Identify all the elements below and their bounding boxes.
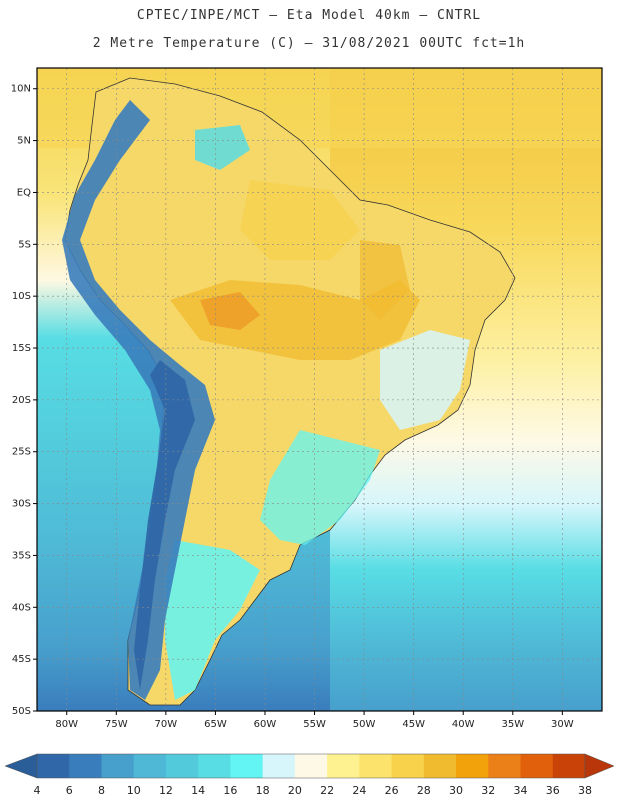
colorbar-label: 20 (288, 784, 302, 797)
colorbar-swatch (262, 754, 296, 778)
lon-label: 55W (303, 719, 326, 730)
colorbar-label: 38 (578, 784, 592, 797)
colorbar-label: 6 (66, 784, 73, 797)
colorbar-label: 10 (127, 784, 141, 797)
colorbar-swatch (423, 754, 457, 778)
lon-label: 45W (402, 719, 425, 730)
andes-cold-band (62, 100, 215, 700)
title-line-1: CPTEC/INPE/MCT – Eta Model 40km – CNTRL (136, 8, 482, 23)
lat-label: 5S (18, 239, 31, 250)
lat-label: 5N (17, 136, 31, 147)
lon-label: 60W (254, 719, 277, 730)
colorbar-swatch (327, 754, 360, 778)
colorbar-label: 24 (352, 784, 366, 797)
graticule (37, 68, 602, 711)
map-frame (36, 67, 603, 712)
lon-label: 80W (55, 719, 78, 730)
colorbar-label: 26 (385, 784, 399, 797)
colorbar-swatch (552, 754, 586, 778)
lat-label: 45S (12, 654, 31, 665)
colorbar-swatch (37, 754, 70, 778)
cool-south-zone (260, 430, 380, 545)
colorbar-swatch (165, 754, 199, 778)
lat-label: 20S (12, 395, 31, 406)
colorbar-swatch (230, 754, 264, 778)
colorbar: 4 6 8 10 12 14 16 18 20 22 24 26 28 30 32 34 36 38 (4, 753, 615, 797)
lat-label: 50S (12, 706, 31, 717)
lon-label: 65W (204, 719, 227, 730)
cool-southeast-zone (380, 330, 470, 430)
lat-label: 40S (12, 602, 31, 613)
temperature-map: 10N 5N EQ 5S 10S 15S 20S 25S 30S 35S 40S 45S 50S 80W… (11, 67, 603, 730)
colorbar-arrow-right (584, 753, 615, 779)
colorbar-label: 8 (98, 784, 105, 797)
colorbar-swatch (456, 754, 489, 778)
lat-label: 10S (12, 291, 31, 302)
cold-highland-patch (195, 125, 250, 170)
lon-label: 75W (105, 719, 128, 730)
lon-label: 70W (155, 719, 178, 730)
lat-label: 10N (11, 84, 31, 95)
colorbar-label: 16 (223, 784, 237, 797)
colorbar-label: 30 (449, 784, 463, 797)
colorbar-label: 18 (256, 784, 270, 797)
colorbar-label: 32 (481, 784, 495, 797)
colorbar-label: 4 (34, 784, 41, 797)
warm-amazon-zone (240, 180, 360, 260)
lat-label: 30S (12, 499, 31, 510)
colorbar-swatch (198, 754, 231, 778)
colorbar-swatch (294, 754, 328, 778)
colorbar-label: 34 (514, 784, 528, 797)
cool-patagonia-zone (165, 540, 260, 700)
colorbar-swatch (101, 754, 135, 778)
colorbar-swatch (520, 754, 554, 778)
colorbar-label: 12 (159, 784, 173, 797)
colorbar-arrow-left (4, 753, 38, 779)
colorbar-swatch (391, 754, 425, 778)
colorbar-swatch (69, 754, 102, 778)
colorbar-swatch (488, 754, 522, 778)
hot-spot-zone (200, 292, 260, 330)
colorbar-swatch (359, 754, 393, 778)
colorbar-label: 36 (546, 784, 560, 797)
title-line-2: 2 Metre Temperature (C) – 31/08/2021 00U… (92, 36, 526, 51)
warm-northeast-zone (360, 240, 410, 320)
lon-label: 50W (353, 719, 376, 730)
lon-label: 30W (551, 719, 574, 730)
colorbar-swatch (133, 754, 167, 778)
lat-label: EQ (17, 187, 31, 198)
lon-label: 40W (452, 719, 475, 730)
colorbar-label: 28 (417, 784, 431, 797)
lon-label: 35W (501, 719, 524, 730)
lat-label: 25S (12, 447, 31, 458)
andes-cold-core (134, 360, 195, 690)
lat-label: 15S (12, 343, 31, 354)
colorbar-label: 22 (320, 784, 334, 797)
lat-label: 35S (12, 550, 31, 561)
colorbar-label: 14 (191, 784, 205, 797)
